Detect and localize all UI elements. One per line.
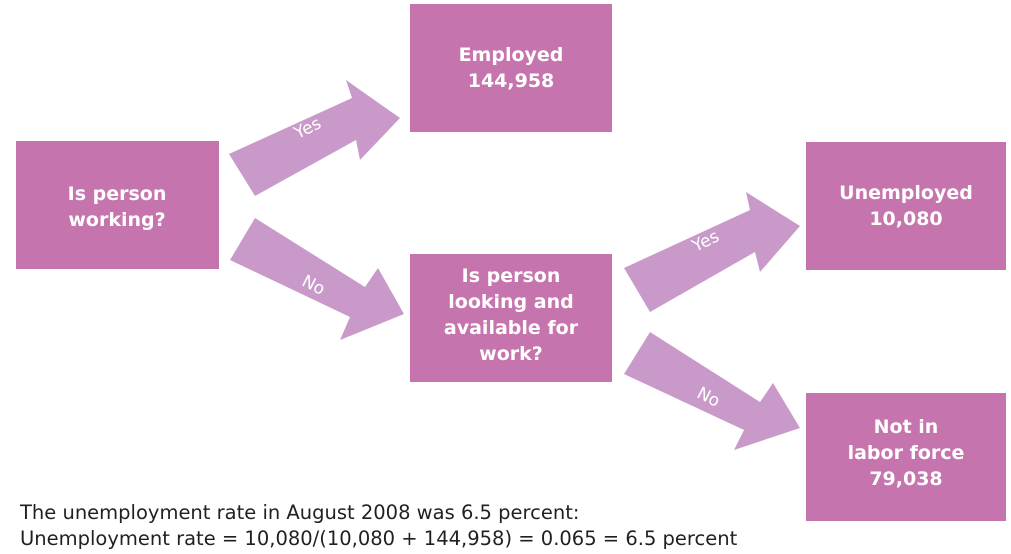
box-is-person-looking-line-2: looking and (448, 291, 573, 313)
box-is-person-looking-line-4: work? (479, 343, 543, 365)
box-not-in-labor-force-line-3: 79,038 (869, 468, 942, 490)
arrow-looking-yes-shape (624, 192, 800, 312)
box-employed: Employed 144,958 (410, 4, 612, 132)
box-is-person-working-bg (16, 141, 219, 269)
caption: The unemployment rate in August 2008 was… (20, 500, 1000, 552)
box-is-person-looking-bg (410, 254, 612, 382)
box-is-person-looking-line-1: Is person (462, 265, 561, 287)
arrow-looking-no: No (624, 332, 800, 450)
box-employed-line-1: Employed (459, 44, 564, 66)
arrow-working-no: No (230, 218, 404, 340)
box-not-in-labor-force-line-1: Not in (874, 416, 939, 438)
arrow-looking-no-shape (624, 332, 800, 450)
box-is-person-working-line-2: working? (68, 209, 165, 231)
box-unemployed-bg (806, 142, 1006, 270)
box-not-in-labor-force: Not in labor force 79,038 (806, 393, 1006, 521)
box-not-in-labor-force-line-2: labor force (848, 442, 965, 464)
arrow-working-yes: Yes (229, 80, 400, 196)
caption-line-1: The unemployment rate in August 2008 was… (20, 501, 580, 524)
caption-line-2: Unemployment rate = 10,080/(10,080 + 144… (20, 527, 738, 550)
box-employed-bg (410, 4, 612, 132)
box-is-person-looking: Is person looking and available for work… (410, 254, 612, 382)
box-is-person-working-line-1: Is person (68, 183, 167, 205)
box-unemployed: Unemployed 10,080 (806, 142, 1006, 270)
box-is-person-looking-line-3: available for (444, 317, 579, 339)
arrow-working-yes-shape (229, 80, 400, 196)
box-employed-line-2: 144,958 (468, 70, 555, 92)
arrow-looking-yes: Yes (624, 192, 800, 312)
box-unemployed-line-2: 10,080 (869, 208, 942, 230)
box-is-person-working: Is person working? (16, 141, 219, 269)
arrow-working-no-shape (230, 218, 404, 340)
box-unemployed-line-1: Unemployed (839, 182, 973, 204)
box-not-in-labor-force-bg (806, 393, 1006, 521)
